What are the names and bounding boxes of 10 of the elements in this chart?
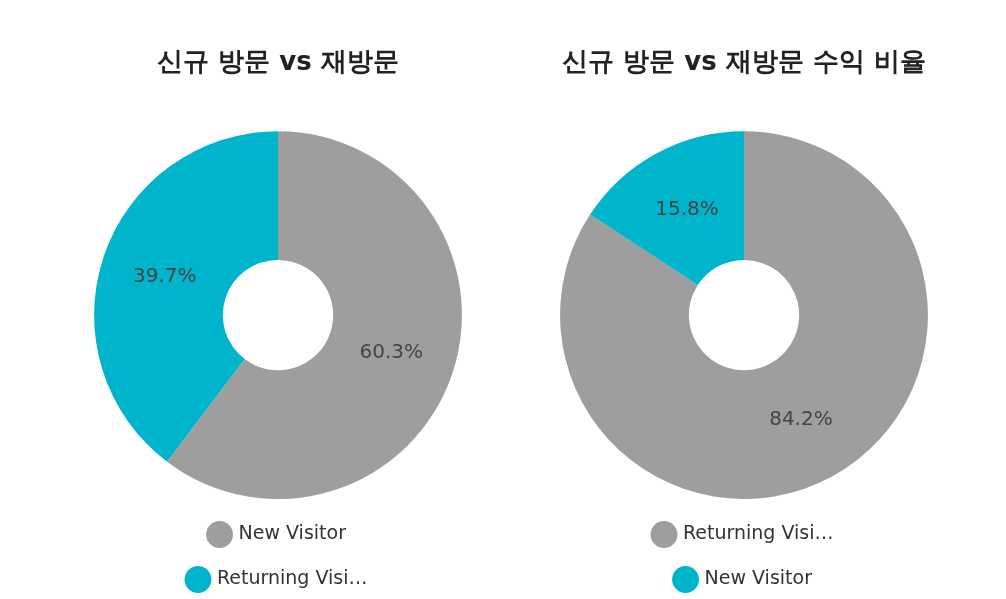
chart-title: 신규 방문 vs 재방문 수익 비율 bbox=[562, 46, 926, 77]
legend-label: Returning Visi… bbox=[217, 566, 368, 589]
legend-label: Returning Visi… bbox=[683, 521, 834, 544]
data-label: 60.3% bbox=[359, 339, 424, 364]
data-label: 15.8% bbox=[655, 196, 719, 221]
legend-label: New Visitor bbox=[238, 521, 347, 544]
chart-title: 신규 방문 vs 재방문 bbox=[157, 46, 399, 77]
data-label: 84.2% bbox=[769, 406, 833, 431]
data-label: 39.7% bbox=[132, 263, 197, 288]
legend-label: New Visitor bbox=[704, 566, 813, 589]
